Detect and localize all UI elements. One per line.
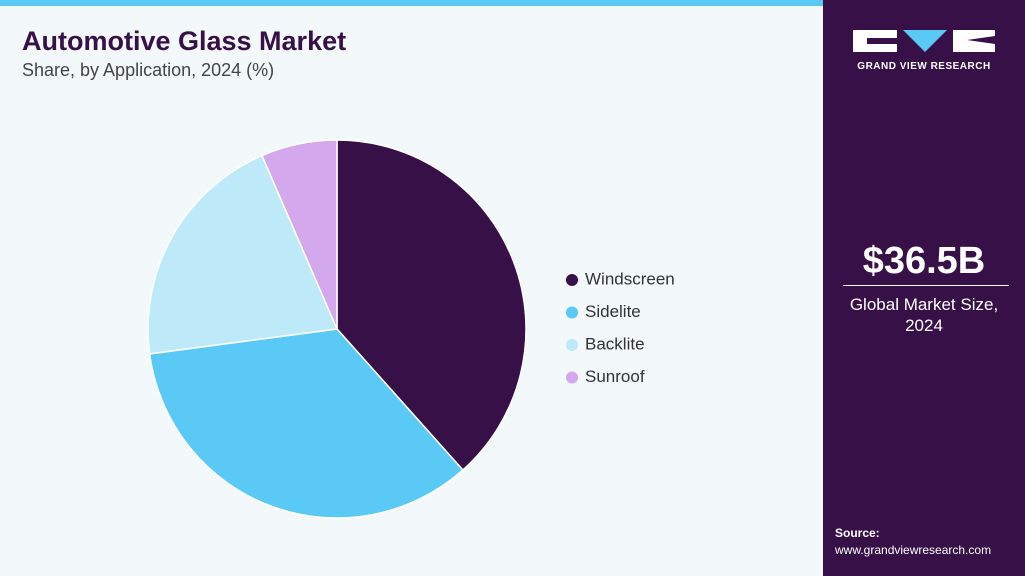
legend-marker <box>566 306 578 319</box>
pie-slice <box>148 328 464 519</box>
source-url: www.grandviewresearch.com <box>835 543 992 557</box>
sidebar: GRAND VIEW RESEARCH $36.5B Global Market… <box>823 0 1025 576</box>
source-label: Source: <box>835 526 880 540</box>
top-bar <box>0 0 823 6</box>
legend-label: Backlite <box>585 334 645 353</box>
legend-marker <box>566 339 578 351</box>
legend-marker <box>566 371 578 384</box>
chart-title: Automotive Glass Market <box>22 26 347 56</box>
legend-label: Sidelite <box>585 302 641 321</box>
legend-label: Sunroof <box>585 367 645 386</box>
chart: Windscreen Sidelite Backlite Sunroof <box>147 139 675 519</box>
divider <box>843 285 1009 286</box>
pie-slice <box>260 139 338 330</box>
market-label: Global Market Size, 2024 <box>849 295 999 335</box>
chart-subtitle: Share, by Application, 2024 (%) <box>22 60 275 80</box>
market-size: $36.5B <box>862 240 986 282</box>
pie-slice <box>147 154 339 355</box>
legend-label: Windscreen <box>585 269 675 288</box>
brand: GRAND VIEW RESEARCH <box>857 61 991 72</box>
legend-marker <box>566 274 578 286</box>
logo <box>853 30 995 52</box>
pie-slice <box>336 139 527 472</box>
